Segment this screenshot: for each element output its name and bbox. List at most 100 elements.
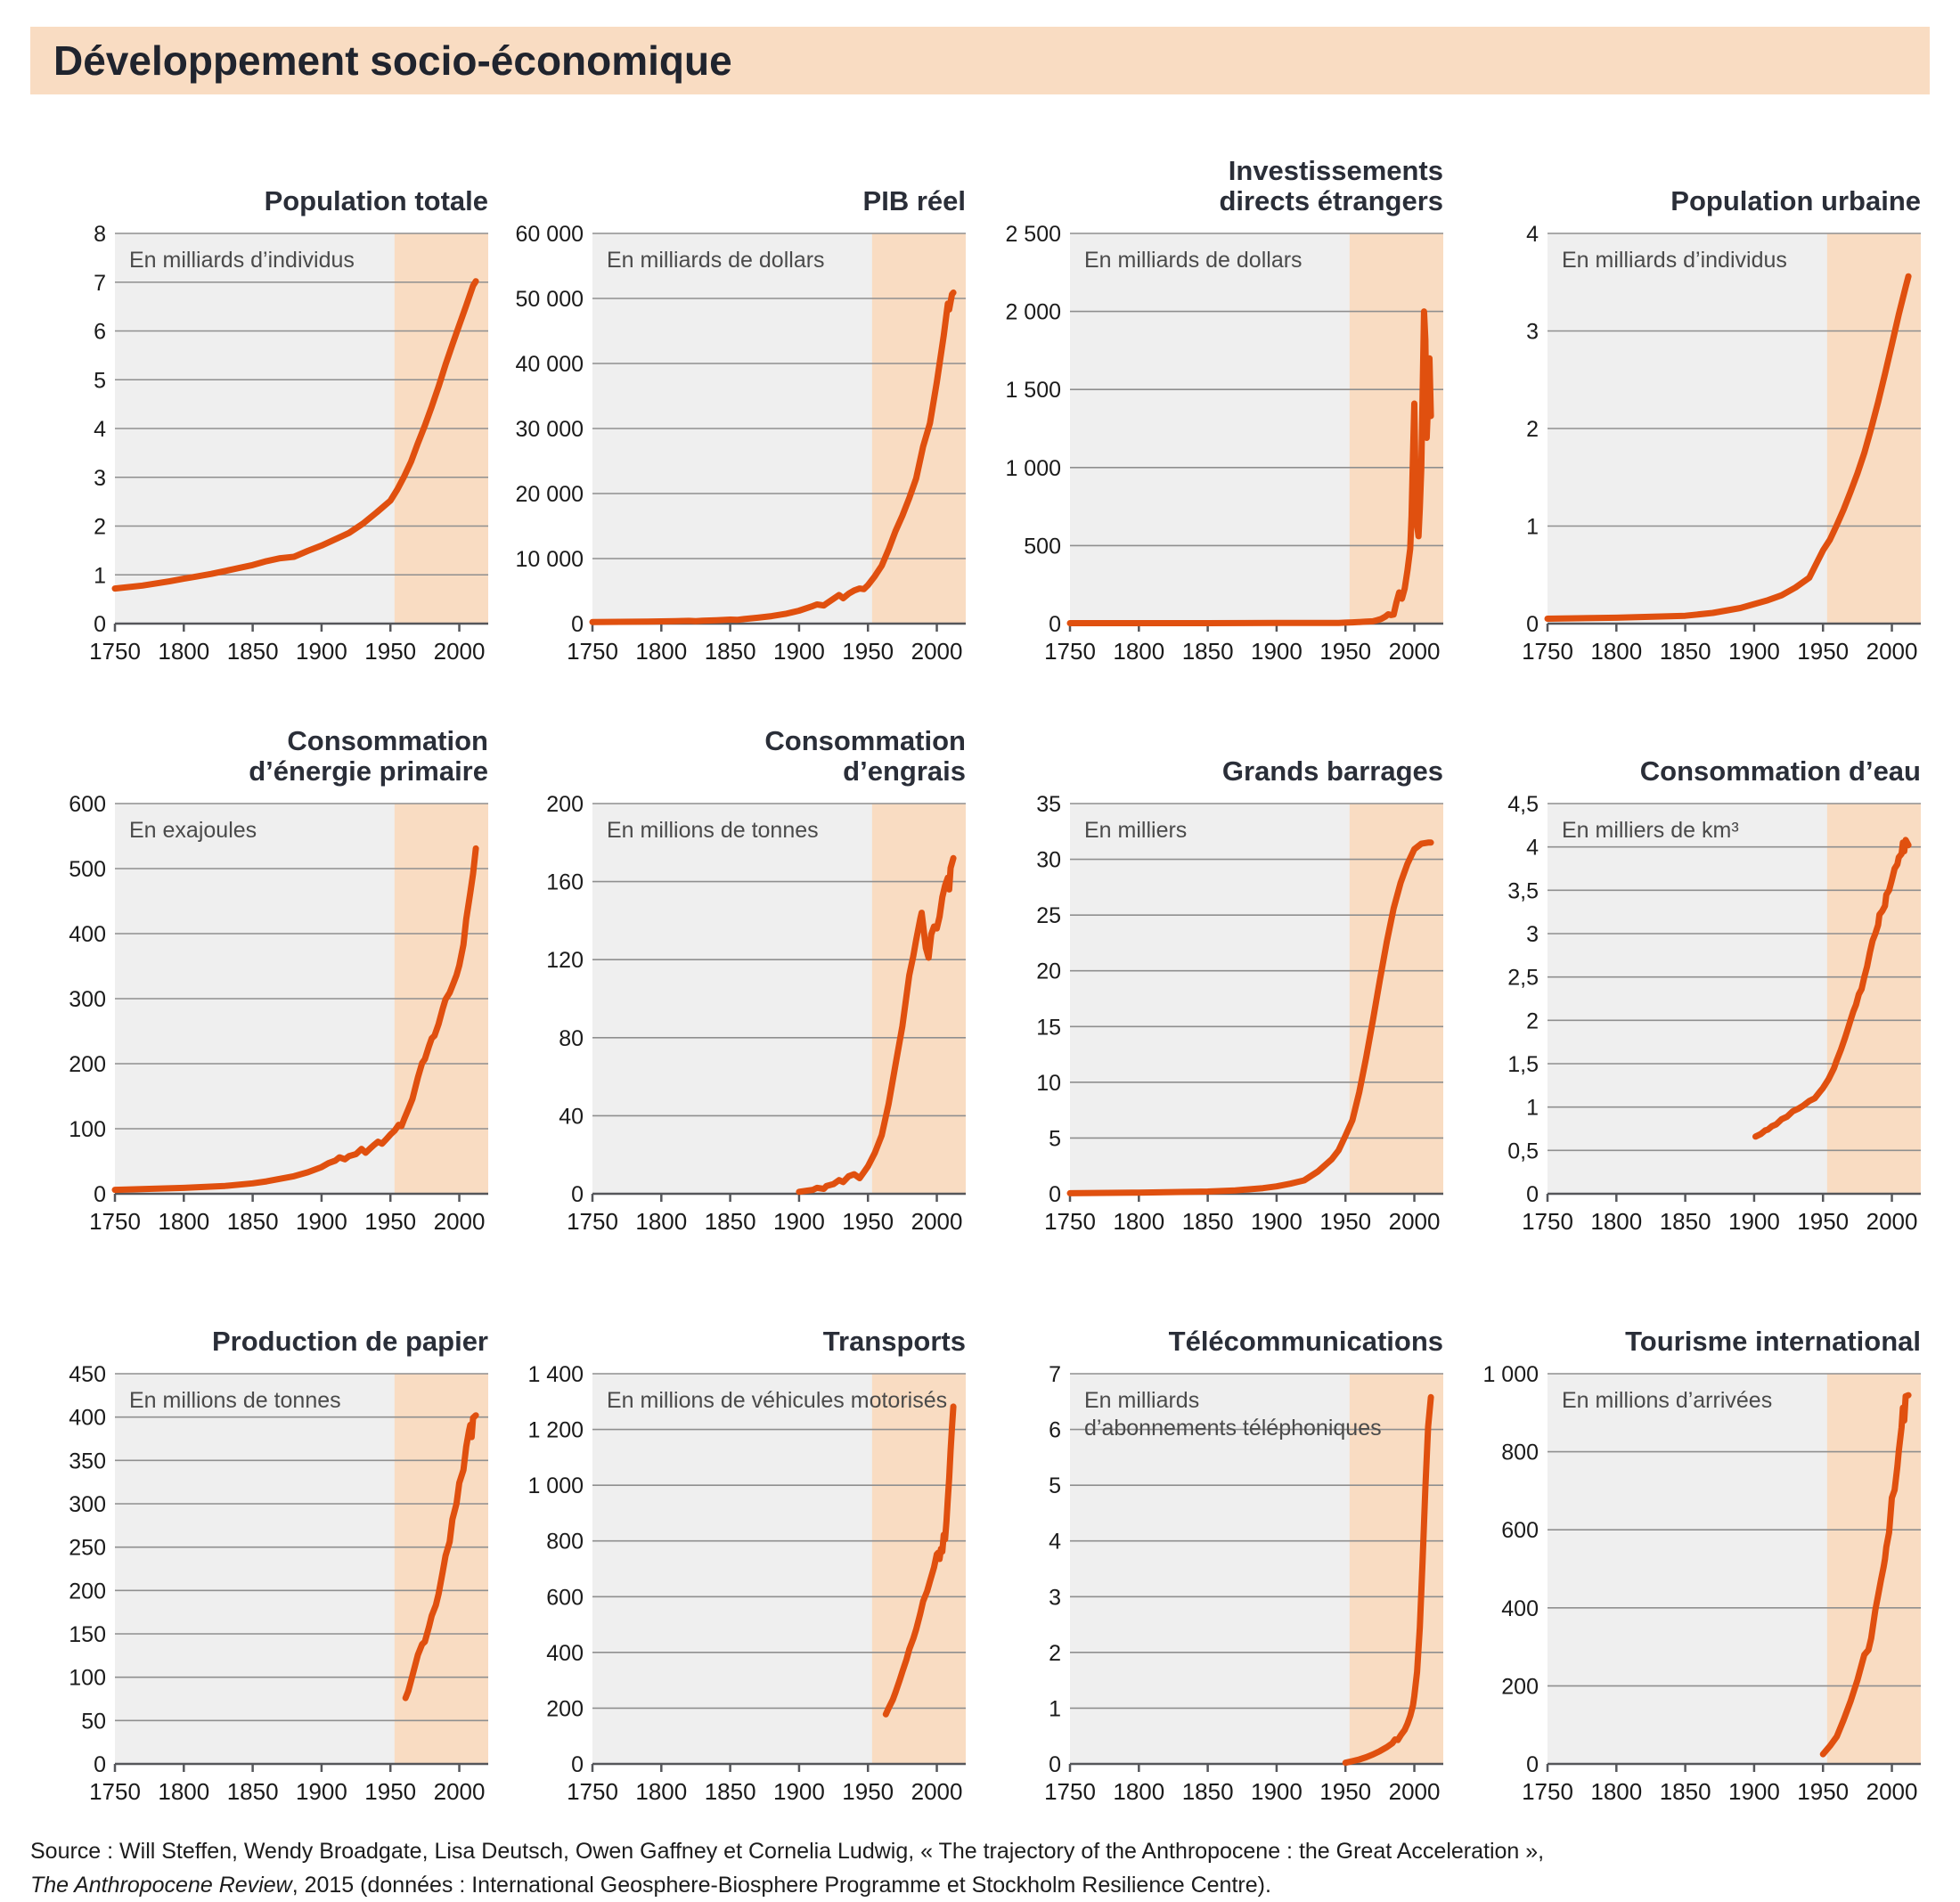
y-tick-label: 2 [1526,417,1539,442]
page-title: Développement socio-économique [53,37,732,85]
x-tick-label: 1950 [1319,1778,1371,1805]
x-tick-label: 1900 [1728,1778,1780,1805]
y-tick-label: 60 000 [516,224,584,247]
y-tick-label: 1 200 [527,1418,584,1443]
chart-title-line: Consommation [287,726,488,757]
y-tick-label: 20 [1036,959,1061,984]
y-tick-label: 30 [1036,848,1061,873]
y-tick-label: 8 [94,224,106,247]
chart-title-line: Population totale [265,186,488,217]
x-tick-label: 1950 [842,1208,894,1235]
y-tick-label: 100 [69,1666,106,1691]
y-tick-label: 4,5 [1507,795,1539,817]
x-tick-label: 2000 [1866,638,1918,665]
y-tick-label: 400 [1501,1596,1539,1621]
y-tick-label: 0 [571,1752,584,1777]
y-tick-label: 0 [571,612,584,637]
x-tick-label: 1750 [1044,1778,1096,1805]
y-tick-label: 100 [69,1117,106,1142]
chart-title-line: d’engrais [843,756,966,788]
x-tick-label: 1750 [567,1778,618,1805]
y-tick-label: 1 [1049,1696,1061,1721]
x-tick-label: 1900 [1251,1778,1303,1805]
y-tick-label: 0 [1526,1182,1539,1207]
x-tick-label: 1950 [1319,1208,1371,1235]
unit-label: En millions de véhicules motorisés [607,1388,947,1413]
y-tick-label: 400 [69,1406,106,1431]
chart-title-line: Télécommunications [1169,1327,1443,1358]
x-tick-label: 1950 [842,1778,894,1805]
y-tick-label: 0 [1049,1752,1061,1777]
y-tick-label: 150 [69,1622,106,1647]
y-tick-label: 1 [1526,1096,1539,1121]
x-tick-label: 2000 [434,1778,486,1805]
x-tick-label: 1850 [1660,1208,1711,1235]
x-tick-label: 1800 [158,1778,209,1805]
x-tick-label: 2000 [434,638,486,665]
y-tick-label: 3 [1526,922,1539,947]
y-tick-label: 3 [1526,320,1539,345]
unit-label: En milliards d’individus [129,248,355,273]
y-tick-label: 200 [546,795,584,817]
y-tick-label: 0 [94,612,106,637]
unit-label: En millions de tonnes [129,1388,341,1413]
y-tick-label: 1 000 [1005,456,1061,481]
y-tick-label: 1,5 [1507,1052,1539,1077]
x-tick-label: 1800 [1590,1208,1642,1235]
y-tick-label: 0 [571,1182,584,1207]
chart-title-line: Population urbaine [1670,186,1921,217]
x-tick-label: 2000 [1389,1208,1441,1235]
y-tick-label: 4 [1526,836,1539,861]
x-tick-label: 1750 [89,638,141,665]
y-tick-label: 4 [1526,224,1539,247]
x-tick-label: 1950 [1797,638,1849,665]
unit-label: d’abonnements téléphoniques [1084,1416,1382,1441]
y-tick-label: 300 [69,987,106,1012]
chart-title-line: Production de papier [212,1327,488,1358]
x-tick-label: 1950 [364,638,416,665]
x-tick-label: 2000 [911,638,963,665]
unit-label: En millions de tonnes [607,818,819,843]
x-tick-label: 1950 [1797,1778,1849,1805]
y-tick-label: 40 000 [516,352,584,377]
x-tick-label: 1950 [364,1208,416,1235]
acceleration-band [1827,1374,1921,1764]
y-tick-label: 0,5 [1507,1139,1539,1163]
chart-title-line: Investissements [1229,156,1443,187]
x-tick-label: 1750 [89,1208,141,1235]
y-tick-label: 5 [1049,1126,1061,1151]
unit-label: En milliards d’individus [1562,248,1787,273]
x-tick-label: 1900 [1728,1208,1780,1235]
chart-title-line: directs étrangers [1219,186,1443,217]
y-tick-label: 800 [546,1530,584,1555]
chart-title-line: PIB réel [863,186,966,217]
chart-title-transports: Transports [508,1276,975,1365]
y-tick-label: 50 [81,1709,106,1734]
unit-label: En milliards de dollars [1084,248,1303,273]
chart-title-population-urbaine: Population urbaine [1463,135,1930,224]
y-tick-label: 120 [546,948,584,973]
x-tick-label: 1900 [1728,638,1780,665]
acceleration-band [1350,804,1443,1194]
y-tick-label: 400 [546,1641,584,1666]
x-tick-label: 1850 [227,1778,279,1805]
x-tick-label: 1750 [1044,1208,1096,1235]
x-tick-label: 1750 [1044,638,1096,665]
unit-label: En exajoules [129,818,257,843]
x-tick-label: 1800 [1113,1208,1164,1235]
y-tick-label: 6 [1049,1418,1061,1443]
x-tick-label: 1800 [1590,1778,1642,1805]
x-tick-label: 1850 [227,638,279,665]
x-tick-label: 1750 [89,1778,141,1805]
